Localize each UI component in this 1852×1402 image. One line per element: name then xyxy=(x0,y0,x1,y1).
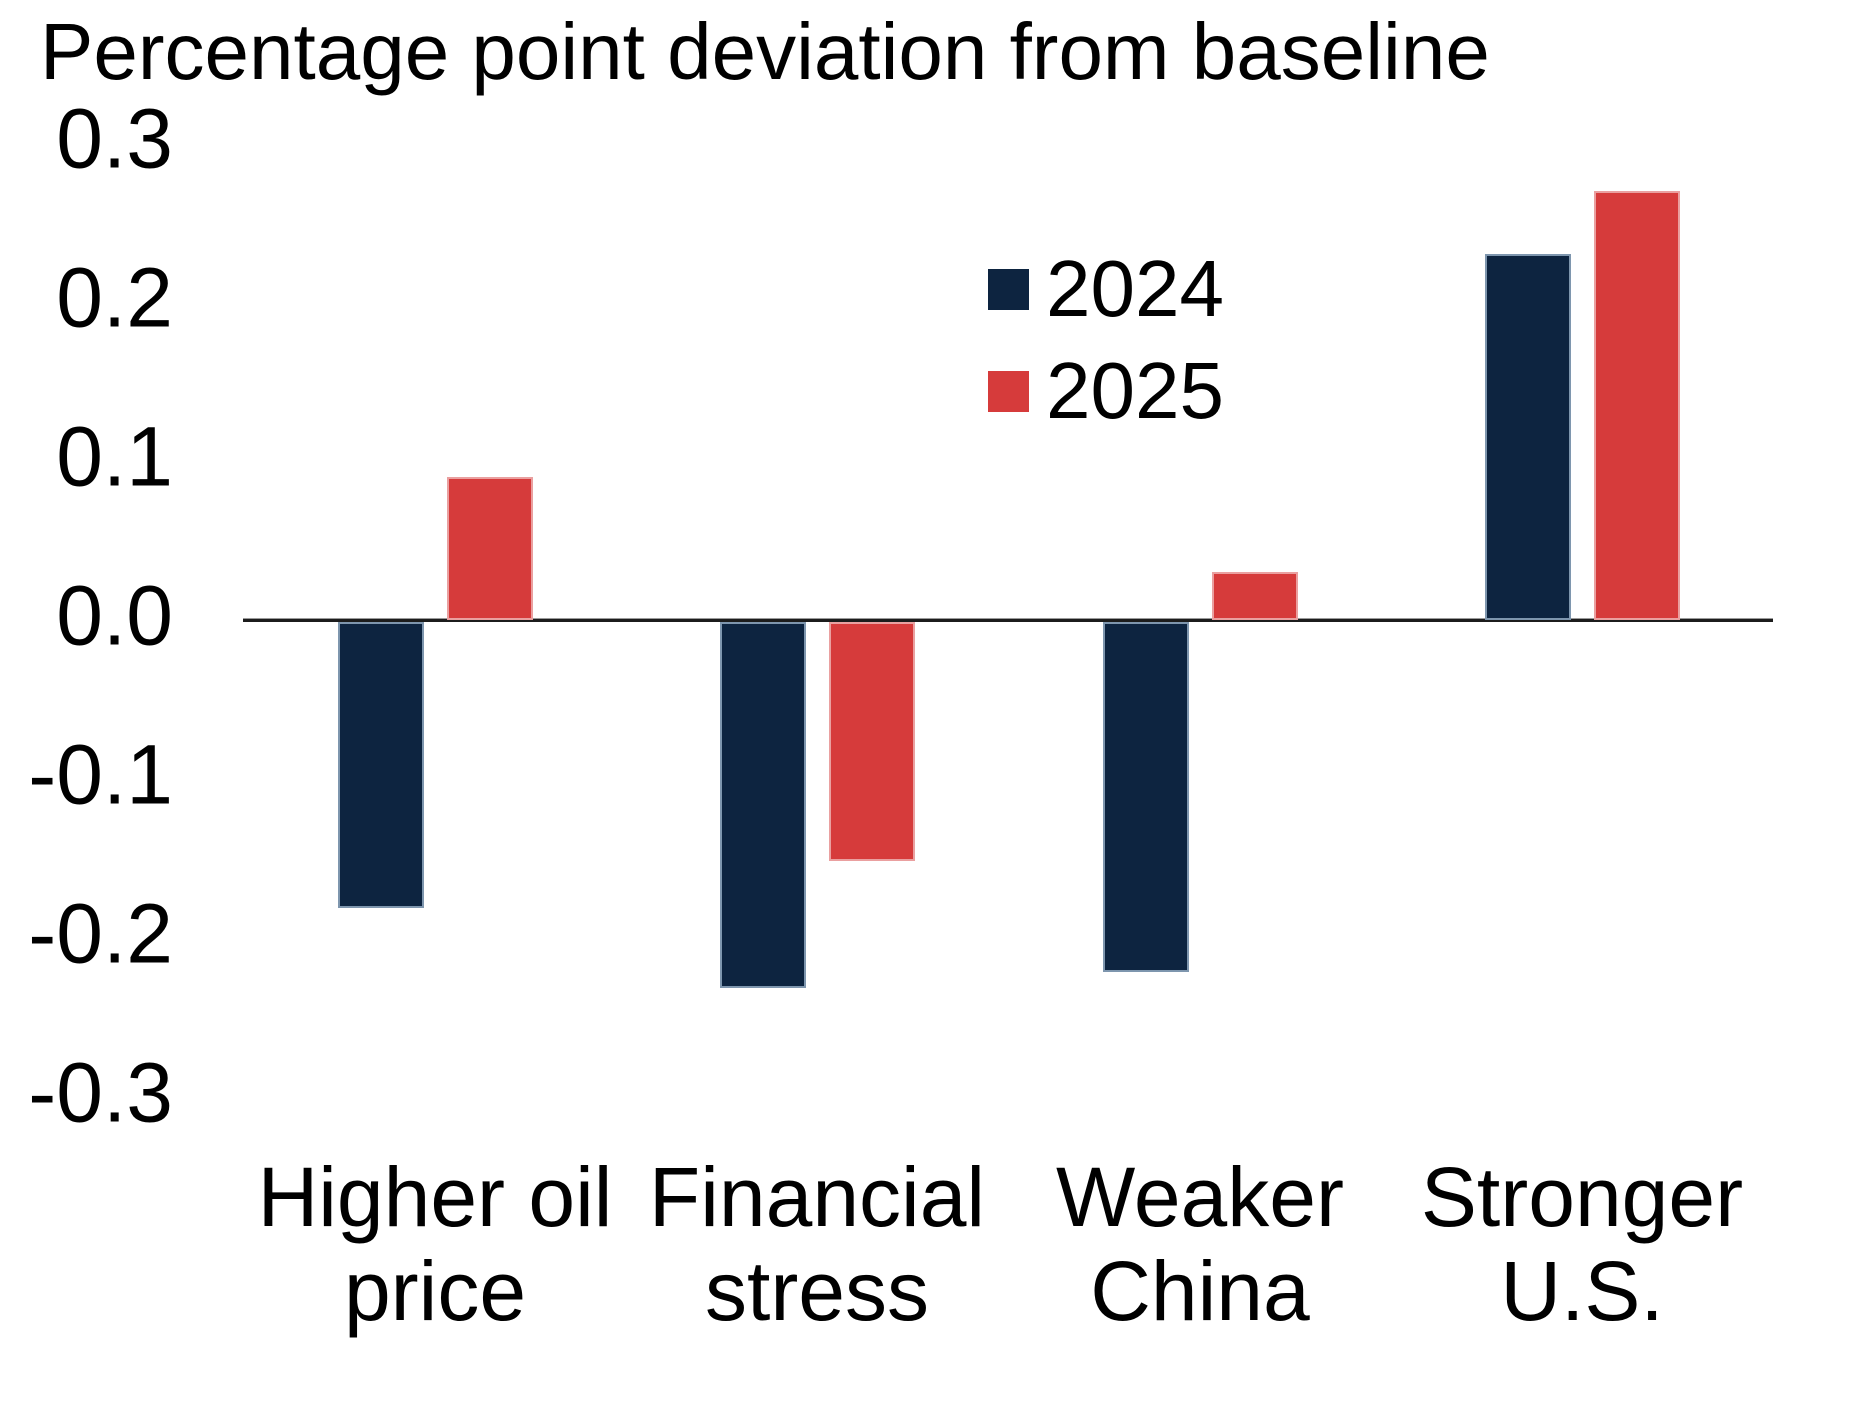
category-label-financial-stress: Financial stress xyxy=(648,1150,986,1339)
category-label-weaker-china: Weaker China xyxy=(1056,1150,1344,1339)
legend-label-2024: 2024 xyxy=(1046,244,1224,333)
legend-swatch-2025 xyxy=(988,370,1029,412)
bar-weaker-china-2024 xyxy=(1102,622,1189,972)
bar-financial-stress-2025 xyxy=(828,622,915,861)
bar-stronger-u-s-2025 xyxy=(1593,191,1680,620)
y-tick-label-0.3: 0.3 xyxy=(56,91,173,186)
category-label-higher-oil-price: Higher oil price xyxy=(257,1150,613,1339)
bar-financial-stress-2024 xyxy=(719,622,806,988)
legend-item-2025: 2025 xyxy=(988,351,1224,431)
category-label-stronger-u-s: Stronger U.S. xyxy=(1420,1150,1744,1339)
bar-higher-oil-price-2024 xyxy=(337,622,424,908)
y-tick-label--0.3: -0.3 xyxy=(28,1045,173,1140)
bar-stronger-u-s-2024 xyxy=(1484,254,1571,620)
chart-title: Percentage point deviation from baseline xyxy=(40,7,1490,96)
bar-weaker-china-2025 xyxy=(1211,572,1298,620)
y-tick-label--0.1: -0.1 xyxy=(28,727,173,822)
y-tick-label--0.2: -0.2 xyxy=(28,886,173,981)
legend-swatch-2024 xyxy=(988,268,1029,310)
y-tick-label-0.1: 0.1 xyxy=(56,409,173,504)
bar-higher-oil-price-2025 xyxy=(446,477,533,620)
zero-baseline-axis-line xyxy=(243,618,1773,622)
y-tick-label-0.0: 0.0 xyxy=(56,568,173,663)
legend: 2024 2025 xyxy=(988,249,1224,431)
y-tick-label-0.2: 0.2 xyxy=(56,250,173,345)
legend-label-2025: 2025 xyxy=(1046,346,1224,435)
legend-item-2024: 2024 xyxy=(988,249,1224,329)
